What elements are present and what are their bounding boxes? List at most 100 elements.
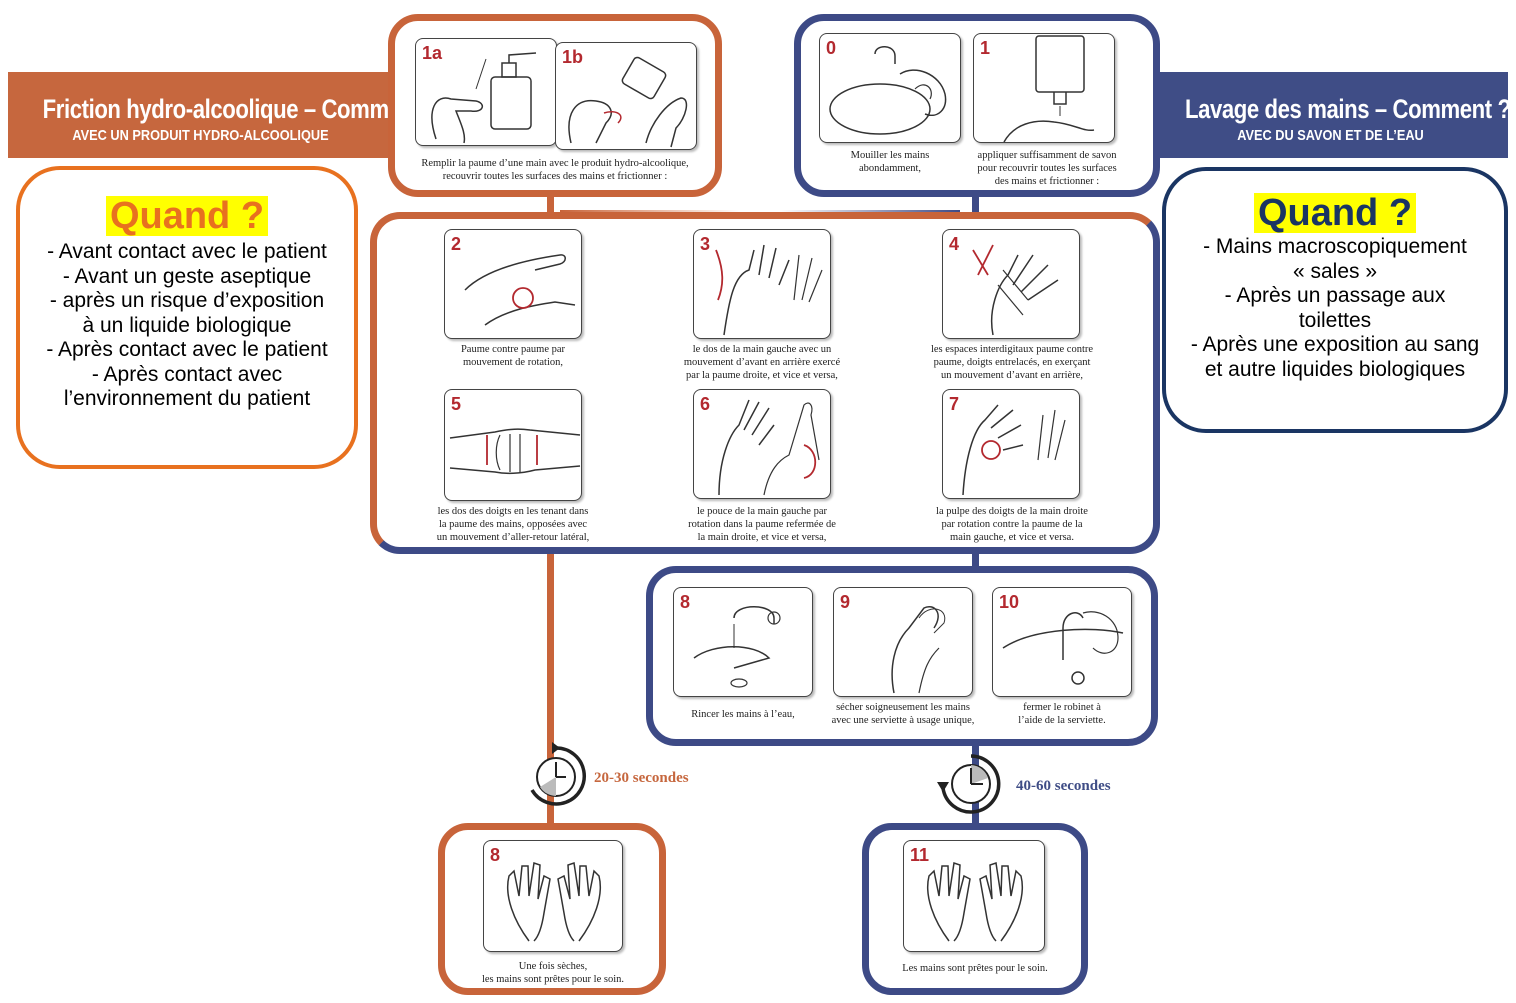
- friction-start-frame: 1a 1b Remplir la paume d’une main avec l…: [388, 14, 722, 197]
- step-1-caption: Remplir la paume d’une main avec le prod…: [421, 158, 689, 182]
- step-6-panel: 6: [693, 389, 831, 499]
- quand-lavage-box: Quand ? - Mains macroscopiquement « sale…: [1162, 167, 1508, 433]
- soap-dispenser-icon: [431, 52, 537, 144]
- step-9-panel: 9: [833, 587, 973, 697]
- timer-icon: [937, 754, 1001, 814]
- friction-end-frame: 8 Une fois sèches, les mains sont prêtes…: [438, 823, 666, 995]
- step-5-caption: les dos des doigts en les tenant dans la…: [436, 506, 590, 543]
- step-8-final-caption: Une fois sèches, les mains sont prêtes p…: [481, 961, 625, 985]
- step-number: 1b: [562, 47, 584, 67]
- step-number: 8: [680, 592, 691, 612]
- step-10-caption: fermer le robinet à l’aide de la serviet…: [1018, 702, 1106, 726]
- step-6-caption: le pouce de la main gauche par rotation …: [688, 506, 836, 543]
- step-number: 7: [949, 394, 960, 414]
- lavage-end-frame: 11 Les mains sont prêtes pour le soin.: [862, 823, 1088, 995]
- hand-illustration: [507, 862, 601, 942]
- step-1b-panel: 1b: [555, 42, 697, 150]
- step-number: 3: [700, 234, 711, 254]
- step-1-panel: 1: [973, 33, 1115, 143]
- rotation-arrow-icon: [972, 244, 994, 276]
- step-11-panel: 11: [903, 840, 1045, 952]
- quand-friction-line: - Avant un geste aseptique: [62, 264, 312, 288]
- step-8-rinse-panel: 8: [673, 587, 813, 697]
- sink-icon: [829, 46, 947, 135]
- hand-illustration: [718, 399, 820, 496]
- lavage-rinse-frame: 8 Rincer les mains à l’eau, 9 sécher soi…: [646, 566, 1158, 746]
- step-1a-panel: 1a: [415, 38, 557, 146]
- quand-friction-box: Quand ? - Avant contact avec le patient …: [16, 166, 358, 469]
- step-7-caption: la pulpe des doigts de la main droite pa…: [936, 506, 1088, 543]
- quand-friction-line: - après un risque d’exposition: [49, 289, 325, 312]
- step-number: 10: [999, 592, 1020, 612]
- step-7-panel: 7: [942, 389, 1080, 499]
- rotation-arrow-icon: [981, 440, 1001, 460]
- lavage-banner: Lavage des mains – Comment ? AVEC DU SAV…: [1153, 72, 1511, 158]
- quand-friction-line: - Après contact avec: [91, 362, 283, 386]
- hand-illustration: [464, 254, 576, 326]
- quand-lavage-line: - Après un passage aux: [1224, 284, 1446, 307]
- hand-illustration: [449, 428, 581, 475]
- quand-friction-line: l’environnement du patient: [63, 387, 311, 410]
- timer-icon: [530, 742, 586, 806]
- step-0-caption: Mouiller les mains abondamment,: [850, 150, 930, 174]
- step-2-caption: Paume contre paume par mouvement de rota…: [460, 344, 566, 368]
- lavage-title: Lavage des mains – Comment ?: [1184, 94, 1511, 124]
- quand-friction-title: Quand ?: [105, 196, 269, 236]
- step-number: 0: [826, 38, 837, 58]
- friction-duration: 20-30 secondes: [594, 770, 689, 786]
- quand-lavage-line: toilettes: [1298, 308, 1372, 332]
- quand-lavage-line: et autre liquides biologiques: [1204, 357, 1466, 381]
- step-8-final-panel: 8: [483, 840, 623, 952]
- step-11-caption: Les mains sont prêtes pour le soin.: [902, 963, 1048, 974]
- friction-subtitle: AVEC UN PRODUIT HYDRO-ALCOOLIQUE: [72, 127, 329, 144]
- faucet-icon: [693, 606, 781, 688]
- quand-lavage-line: « sales »: [1292, 259, 1378, 283]
- step-number: 1a: [422, 43, 443, 63]
- step-number: 9: [840, 592, 851, 612]
- step-0-panel: 0: [819, 33, 961, 143]
- quand-lavage-line: - Après une exposition au sang: [1190, 333, 1480, 356]
- step-number: 4: [949, 234, 960, 254]
- quand-lavage-line: - Mains macroscopiquement: [1203, 235, 1467, 258]
- step-4-panel: 4: [942, 229, 1080, 339]
- step-3-caption: le dos de la main gauche avec un mouveme…: [683, 344, 841, 381]
- hand-illustration: [972, 244, 1059, 336]
- quand-friction-line: à un liquide biologique: [82, 313, 292, 337]
- step-2-panel: 2: [444, 229, 582, 339]
- step-1-lavage-caption: appliquer suffisamment de savon pour rec…: [977, 150, 1117, 187]
- lavage-connector-mid: [972, 550, 979, 572]
- quand-friction-line: - Avant contact avec le patient: [47, 240, 327, 263]
- step-10-panel: 10: [992, 587, 1132, 697]
- step-4-caption: les espaces interdigitaux paume contre p…: [930, 344, 1094, 381]
- step-number: 6: [700, 394, 711, 414]
- rotation-arrow-icon: [715, 249, 724, 301]
- step-number: 8: [490, 845, 501, 865]
- soap-dispenser-icon: [1003, 35, 1095, 143]
- friction-connector-top: [547, 193, 554, 215]
- step-number: 11: [910, 845, 930, 865]
- rotation-arrow-icon: [512, 287, 534, 309]
- common-steps-frame: 2 Paume contre paume par mouvement de ro…: [370, 212, 1160, 554]
- step-3-panel: 3: [693, 229, 831, 339]
- step-9-caption: sécher soigneusement les mains avec une …: [831, 702, 975, 726]
- step-5-panel: 5: [444, 389, 582, 501]
- quand-friction-line: - Après contact avec le patient: [46, 338, 328, 361]
- step-number: 5: [451, 394, 462, 414]
- lavage-duration: 40-60 secondes: [1016, 778, 1111, 794]
- quand-lavage-title: Quand ?: [1253, 193, 1417, 233]
- hand-illustration: [891, 606, 946, 694]
- friction-banner: Friction hydro-alcoolique – Comment ? AV…: [8, 72, 440, 158]
- lavage-subtitle: AVEC DU SAVON ET DE L’EAU: [1237, 127, 1424, 144]
- hand-illustration: [568, 56, 688, 148]
- faucet-icon: [1002, 611, 1124, 685]
- step-8-rinse-caption: Rincer les mains à l’eau,: [691, 709, 795, 720]
- hand-illustration: [962, 404, 1066, 496]
- hand-illustration: [715, 244, 823, 336]
- step-number: 2: [451, 234, 462, 254]
- lavage-start-frame: 0 1 Mouiller les mains abondamment, appl…: [794, 14, 1160, 197]
- step-number: 1: [980, 38, 991, 58]
- rotation-arrow-icon: [803, 444, 817, 479]
- friction-connector-down: [547, 550, 554, 830]
- friction-title: Friction hydro-alcoolique – Comment ?: [42, 94, 440, 124]
- lavage-connector-top: [972, 193, 979, 215]
